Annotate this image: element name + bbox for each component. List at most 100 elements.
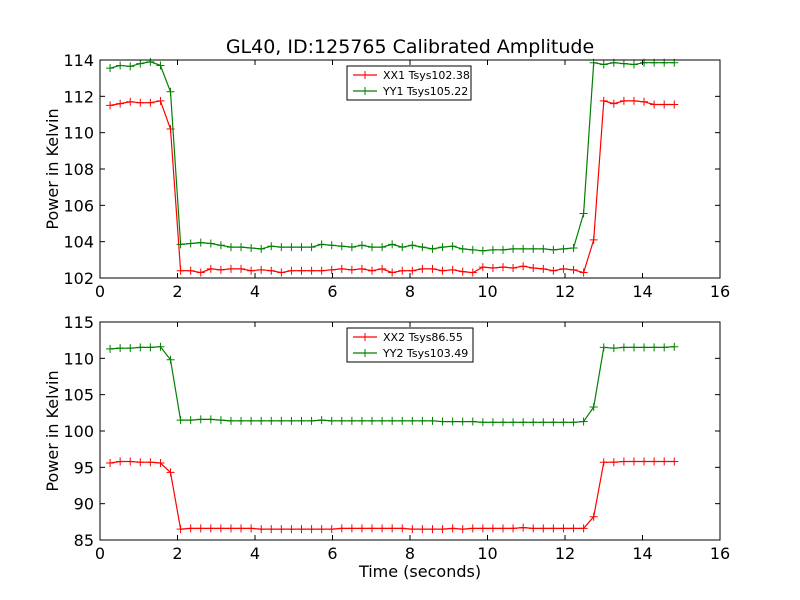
data-point [559, 244, 568, 253]
data-point [458, 417, 467, 426]
data-point [267, 416, 276, 425]
data-point [478, 263, 487, 272]
data-point [458, 244, 467, 253]
data-point [559, 264, 568, 273]
data-point [146, 343, 155, 352]
data-point [488, 524, 497, 533]
data-point [619, 457, 628, 466]
data-point [146, 57, 155, 66]
data-point [609, 99, 618, 108]
data-point [267, 525, 276, 534]
data-point [579, 268, 588, 277]
x-axis-label: Time (seconds) [358, 562, 481, 581]
data-point [549, 266, 558, 275]
y-tick-label: 106 [63, 196, 94, 215]
data-point [619, 96, 628, 105]
data-point [640, 457, 649, 466]
data-point [388, 240, 397, 249]
data-point [569, 418, 578, 427]
y-tick-label: 90 [74, 495, 94, 514]
data-point [539, 524, 548, 533]
data-point [569, 244, 578, 253]
data-point [488, 418, 497, 427]
y-tick-label: 110 [63, 124, 94, 143]
y-tick-label: 115 [63, 313, 94, 332]
data-point [196, 268, 205, 277]
legend-marker [361, 71, 369, 79]
data-point [257, 525, 266, 534]
data-point [347, 416, 356, 425]
data-point [317, 525, 326, 534]
x-tick-label: 0 [95, 282, 105, 301]
data-point [660, 100, 669, 109]
data-point [277, 525, 286, 534]
data-point [317, 416, 326, 425]
data-point [116, 344, 125, 353]
data-point [247, 524, 256, 533]
data-point [156, 342, 165, 351]
data-point [307, 243, 316, 252]
x-tick-label: 4 [250, 282, 260, 301]
data-point [629, 343, 638, 352]
data-point [529, 524, 538, 533]
data-point [136, 343, 145, 352]
data-point [539, 264, 548, 273]
data-point [529, 418, 538, 427]
data-point [307, 266, 316, 275]
y-axis-label: Power in Kelvin [43, 370, 62, 491]
x-tick-label: 6 [327, 282, 337, 301]
data-point [640, 97, 649, 106]
data-point [277, 243, 286, 252]
legend-box [346, 65, 472, 101]
data-point [619, 343, 628, 352]
data-point [408, 416, 417, 425]
data-point [216, 241, 225, 250]
data-point [166, 468, 175, 477]
data-point [146, 458, 155, 467]
data-point [368, 416, 377, 425]
data-point [368, 524, 377, 533]
x-tick-label: 0 [95, 544, 105, 563]
data-point [106, 458, 115, 467]
data-point [398, 524, 407, 533]
x-tick-label: 10 [477, 544, 497, 563]
data-point [599, 96, 608, 105]
data-point [257, 416, 266, 425]
data-point [237, 264, 246, 273]
y-axis-label: Power in Kelvin [43, 108, 62, 229]
data-point [347, 524, 356, 533]
data-point [247, 266, 256, 275]
data-point [237, 524, 246, 533]
data-point [347, 265, 356, 274]
data-point [247, 416, 256, 425]
data-point [428, 416, 437, 425]
data-point [226, 524, 235, 533]
data-point [327, 525, 336, 534]
data-point [559, 524, 568, 533]
data-point [337, 524, 346, 533]
data-point [378, 524, 387, 533]
data-point [519, 262, 528, 271]
data-point [478, 246, 487, 255]
data-point [327, 241, 336, 250]
data-point [589, 403, 598, 412]
data-point [398, 243, 407, 252]
data-point [257, 244, 266, 253]
data-point [317, 240, 326, 249]
data-point [509, 524, 518, 533]
data-point [438, 417, 447, 426]
data-point [146, 98, 155, 107]
data-point [267, 242, 276, 251]
data-point [297, 243, 306, 252]
data-point [176, 525, 185, 534]
data-point [519, 244, 528, 253]
data-point [337, 242, 346, 251]
data-point [670, 342, 679, 351]
data-point [539, 244, 548, 253]
data-point [156, 61, 165, 70]
x-tick-label: 12 [555, 544, 575, 563]
data-point [136, 59, 145, 68]
data-point [609, 458, 618, 467]
data-point [388, 524, 397, 533]
data-point [519, 523, 528, 532]
